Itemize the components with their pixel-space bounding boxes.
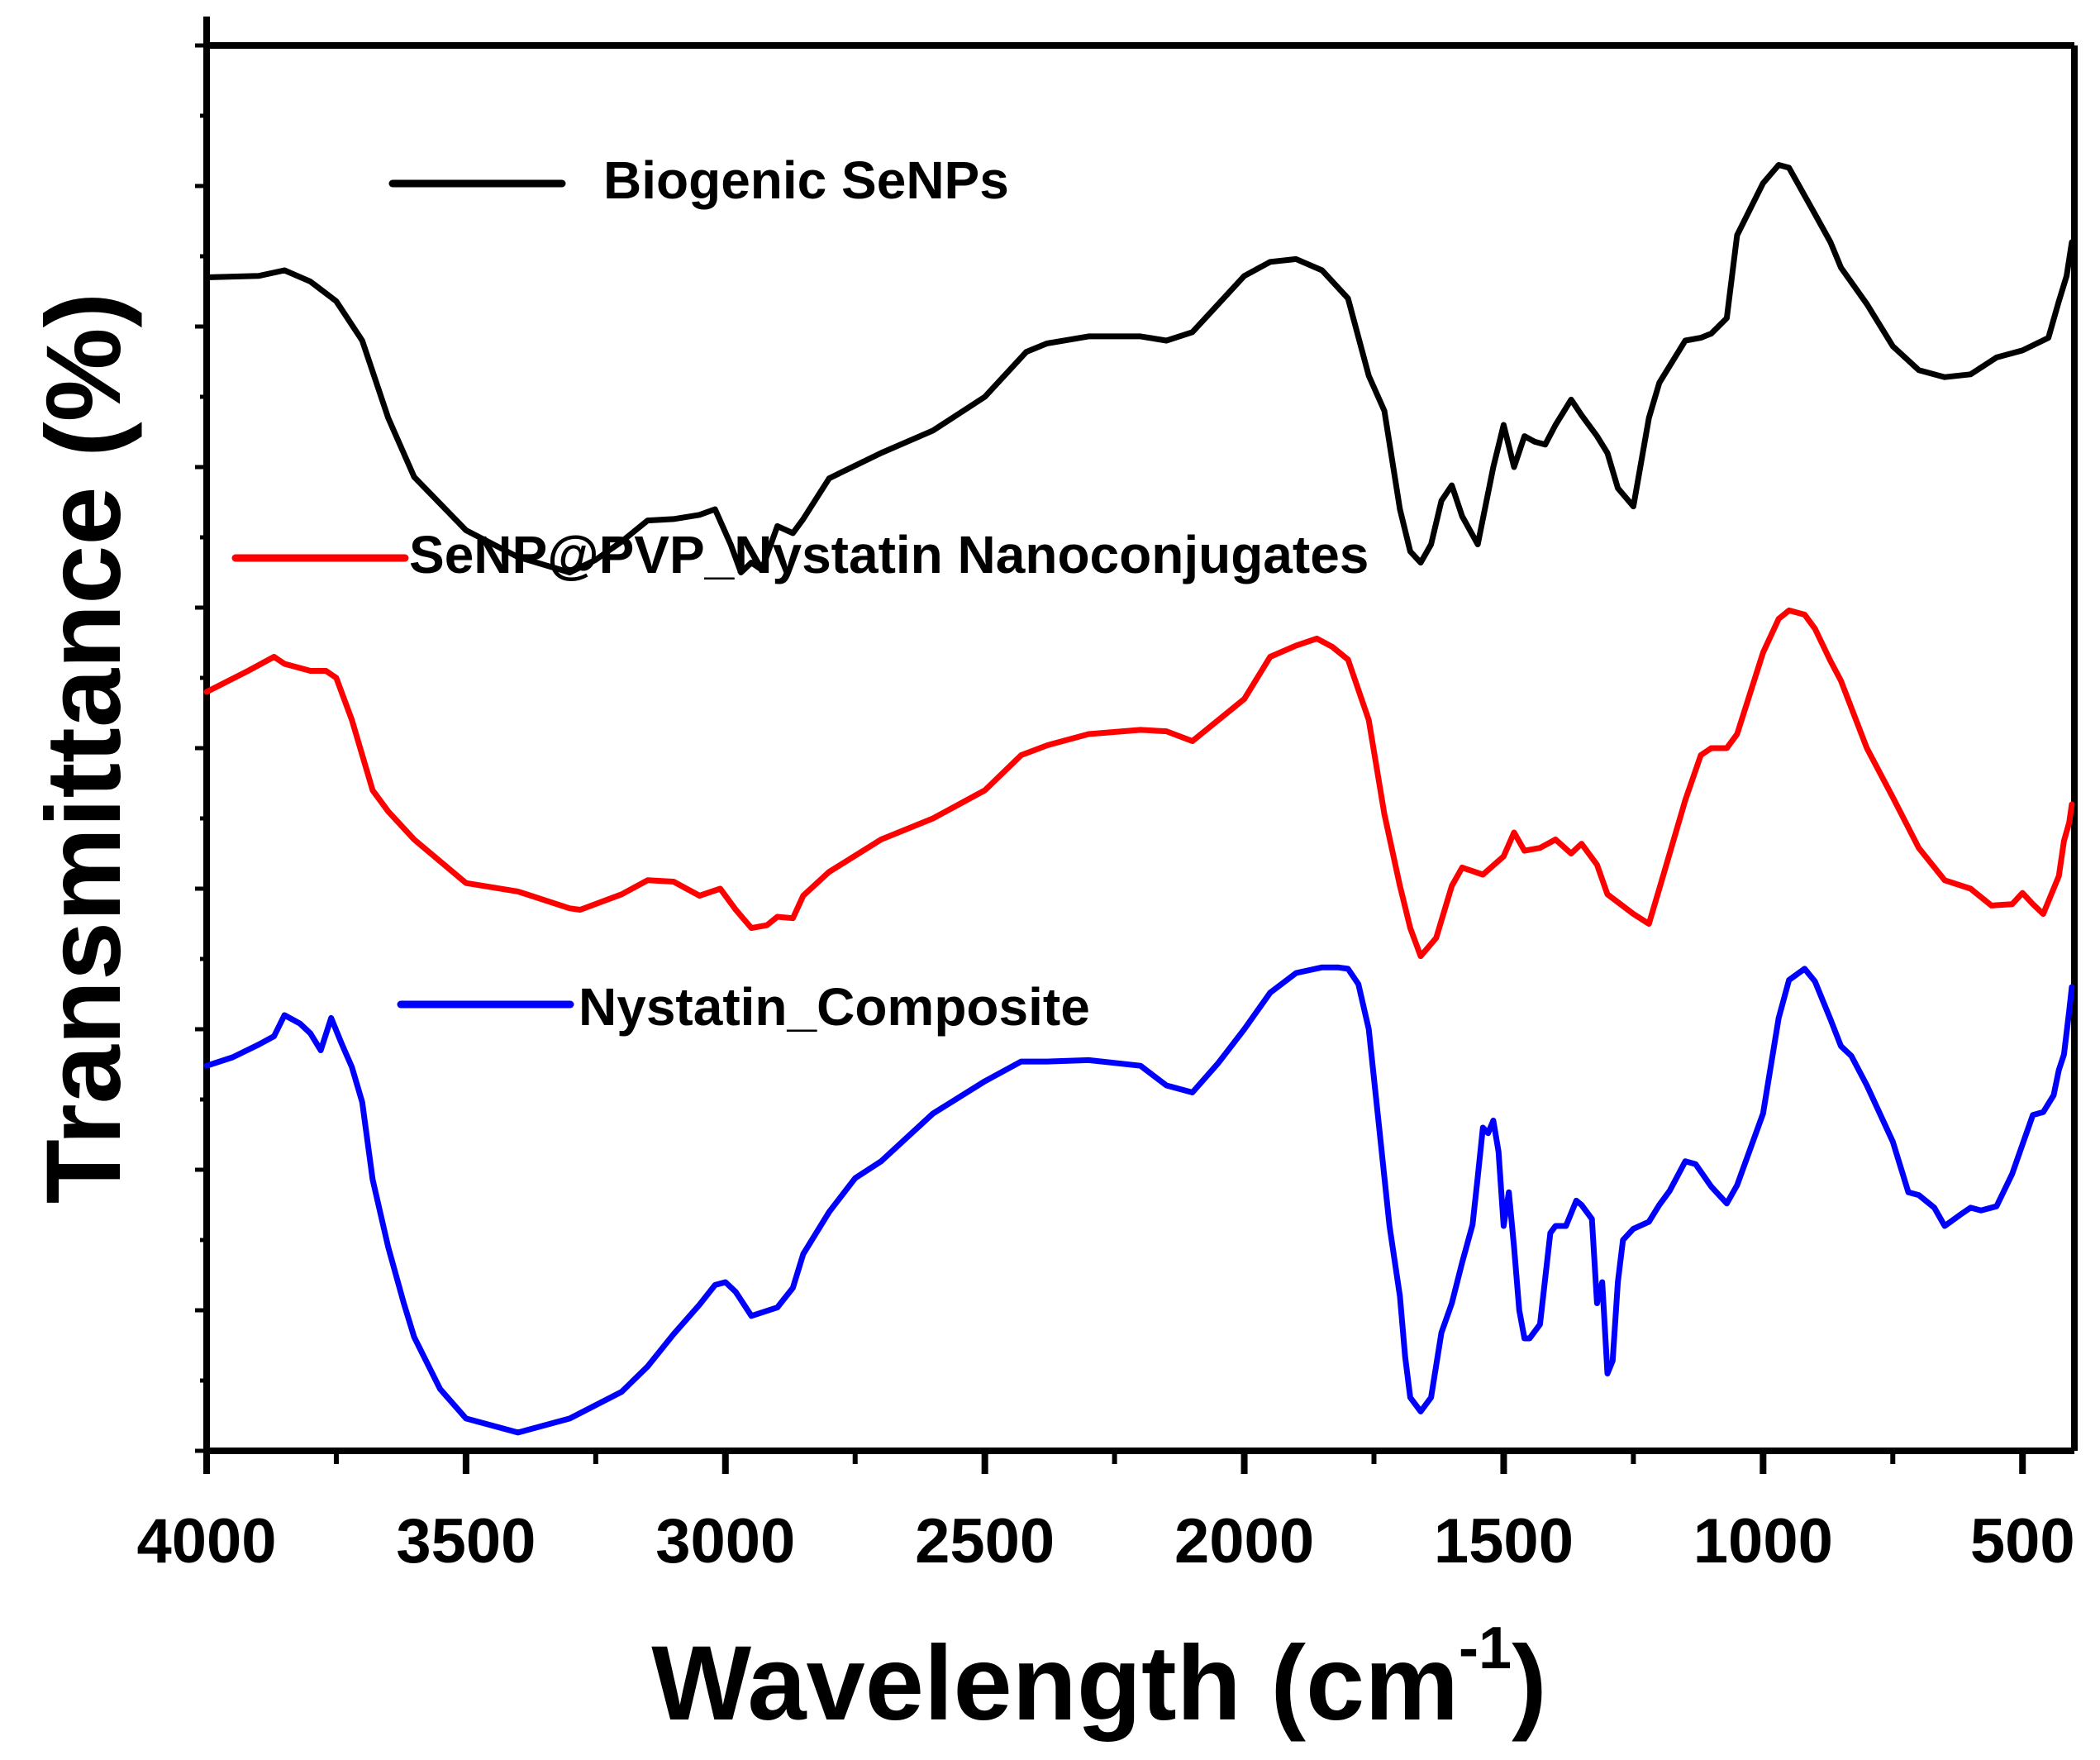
x-axis-title-main: Wavelength (cm <box>651 1624 1459 1743</box>
legend-label-2: SeNP@PVP_Nystatin Nanoconjugates <box>409 525 1369 584</box>
x-tick-label-2000: 2000 <box>1174 1506 1314 1576</box>
series-line-1 <box>203 162 2075 575</box>
series-line-3 <box>203 964 2075 1436</box>
series-line-2 <box>203 607 2075 960</box>
plot-frame <box>203 17 2078 1454</box>
x-axis-title: Wavelength (cm-1) <box>651 1615 1546 1743</box>
x-ticks <box>195 43 2026 1474</box>
x-tick-label-4000: 4000 <box>136 1506 276 1576</box>
legend-layer: Biogenic SeNPs SeNP@PVP_Nystatin Nanoconj… <box>231 150 1369 1037</box>
x-tick-label-1000: 1000 <box>1693 1506 1833 1576</box>
x-tick-label-500: 500 <box>1970 1506 2075 1576</box>
legend-label-1: Biogenic SeNPs <box>603 150 1009 210</box>
series-layer <box>203 162 2075 1436</box>
y-axis-title: Transmittance (%) <box>25 293 143 1204</box>
x-axis-title-close: ) <box>1512 1624 1547 1743</box>
x-tick-label-3000: 3000 <box>655 1506 795 1576</box>
legend-label-3: Nystatin_Composite <box>579 977 1090 1037</box>
x-tick-label-3500: 3500 <box>396 1506 536 1576</box>
x-axis-title-sup: -1 <box>1459 1615 1512 1681</box>
x-tick-label-2500: 2500 <box>915 1506 1055 1576</box>
x-tick-labels: 4000 3500 3000 2500 2000 1500 1000 500 <box>136 1506 2074 1576</box>
x-tick-label-1500: 1500 <box>1434 1506 1574 1576</box>
